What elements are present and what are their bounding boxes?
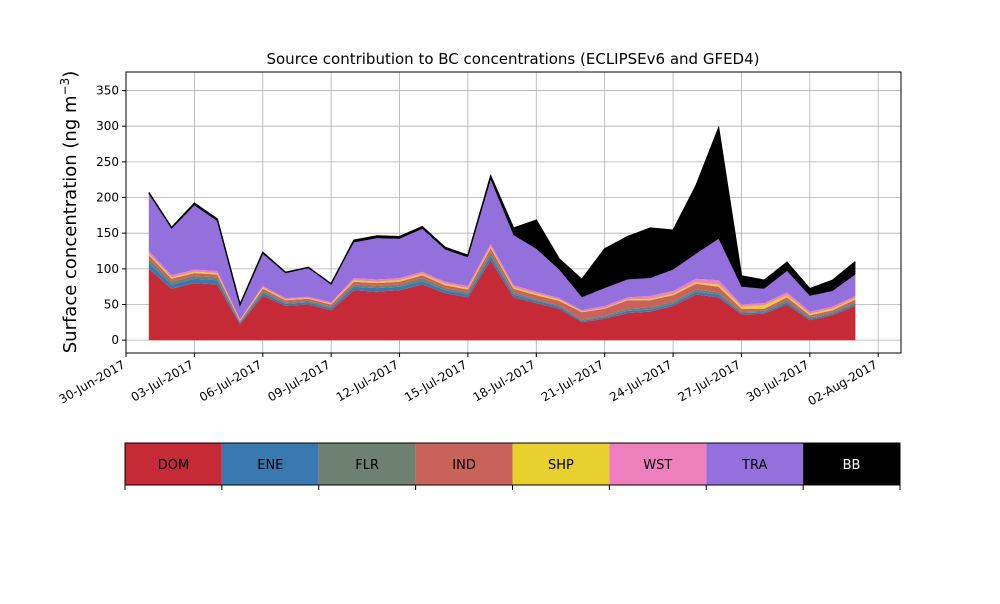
x-tick-label: 12-Jul-2017 <box>334 357 401 404</box>
legend-label: ENE <box>257 458 283 473</box>
x-tick-label: 18-Jul-2017 <box>470 357 537 404</box>
y-tick-label: 150 <box>96 226 119 240</box>
area-wst <box>148 243 856 321</box>
legend-swatch-tra <box>706 443 804 485</box>
legend-label: BB <box>843 458 861 473</box>
legend-swatch-bb <box>803 443 900 485</box>
area-flr <box>148 252 856 323</box>
legend-label: IND <box>452 458 476 473</box>
y-tick-label: 50 <box>104 298 119 312</box>
x-tick-label: 30-Jun-2017 <box>57 357 128 406</box>
x-tick-label: 03-Jul-2017 <box>129 357 196 404</box>
y-tick-label: 350 <box>96 84 119 98</box>
legend-label: FLR <box>355 458 379 473</box>
stacked-areas <box>148 125 856 341</box>
plot-frame <box>125 71 902 354</box>
legend-label: TRA <box>741 458 767 473</box>
legend-colorbar: DOM ENE FLR IND SHP WST TRA BB <box>124 442 901 490</box>
y-tick-label: 250 <box>96 155 119 169</box>
x-tick-label: 09-Jul-2017 <box>265 357 332 404</box>
legend-label: WST <box>643 458 672 473</box>
y-tick-label: 0 <box>111 333 119 347</box>
total-outline <box>148 125 856 307</box>
y-axis-label: Surface concentration (ng m−3) <box>58 71 81 354</box>
y-tick-label: 200 <box>96 191 119 205</box>
legend-swatch-shp <box>512 443 610 485</box>
legend-label: DOM <box>158 458 189 473</box>
legend-swatch-ene <box>221 443 319 485</box>
legend-swatch-wst <box>609 443 707 485</box>
x-tick-label: 21-Jul-2017 <box>539 357 606 404</box>
area-dom <box>148 260 856 341</box>
x-tick-label: 06-Jul-2017 <box>197 357 264 404</box>
y-axis-ticks: 0 50 100 150 200 250 300 350 <box>96 84 126 347</box>
x-tick-label: 24-Jul-2017 <box>607 357 674 404</box>
area-ind <box>148 248 856 323</box>
y-tick-label: 300 <box>96 119 119 133</box>
area-tra <box>148 179 856 320</box>
legend-label: SHP <box>548 458 574 473</box>
area-ene <box>148 256 856 325</box>
x-axis-ticks: 30-Jun-2017 03-Jul-2017 06-Jul-2017 09-Jul-… <box>57 353 880 408</box>
x-tick-label: 02-Aug-2017 <box>805 357 879 408</box>
x-tick-label: 30-Jul-2017 <box>744 357 811 404</box>
y-tick-label: 100 <box>96 262 119 276</box>
x-tick-label: 27-Jul-2017 <box>676 357 743 404</box>
legend-swatch-flr <box>318 443 416 485</box>
area-bb <box>148 128 856 306</box>
chart-title: Source contribution to BC concentrations… <box>266 50 759 68</box>
legend-swatch-dom <box>125 443 222 485</box>
x-tick-label: 15-Jul-2017 <box>402 357 469 404</box>
legend-swatch-ind <box>415 443 513 485</box>
